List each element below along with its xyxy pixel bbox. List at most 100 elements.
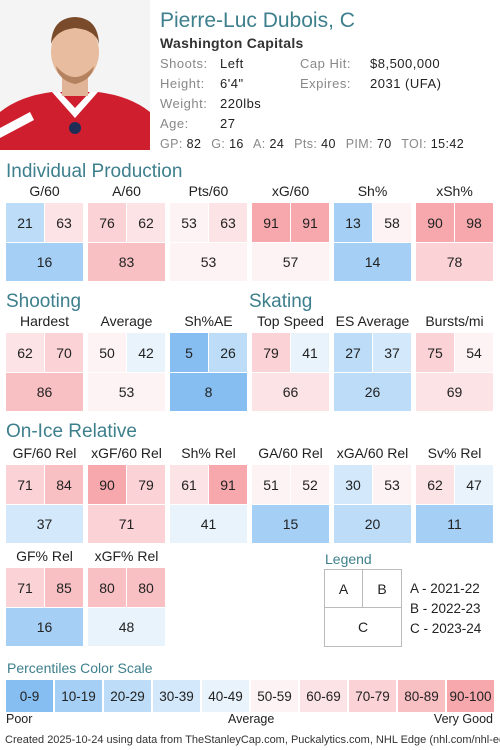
- metric-cell-b: 42: [127, 333, 165, 372]
- metric-sh: Sh% 13 58 14: [334, 183, 411, 281]
- metric-cell-c: 16: [6, 243, 83, 281]
- metric-g-60: G/60 21 63 16: [6, 183, 83, 281]
- metric-cell-a: 71: [6, 465, 44, 504]
- metric-cell-a: 75: [416, 333, 454, 372]
- metric-cell-b: 53: [373, 465, 411, 504]
- metric-xgf-rel: xGF% Rel 80 80 48: [88, 548, 165, 646]
- metric-title: GF/60 Rel: [12, 445, 77, 461]
- metric-sv-rel: Sv% Rel 62 47 11: [416, 445, 493, 543]
- footer-credits: Created 2025-10-24 using data from TheSt…: [5, 734, 500, 746]
- metric-cell-b: 63: [209, 203, 247, 242]
- metric-cell-a: 62: [416, 465, 454, 504]
- scale-label-poor: Poor: [6, 712, 33, 726]
- stat-value: 24: [269, 137, 285, 151]
- scale-bin-0-9: 0-9: [6, 680, 53, 712]
- metric-cell-c: 14: [334, 243, 411, 281]
- metric-title: Bursts/mi: [425, 313, 484, 329]
- metric-cell-a: 30: [334, 465, 372, 504]
- metric-title: Sh%AE: [184, 313, 233, 329]
- color-scale-title: Percentiles Color Scale: [7, 660, 153, 676]
- metric-pts-60: Pts/60 53 63 53: [170, 183, 247, 281]
- metric-cell-c: 48: [88, 608, 165, 646]
- scale-label-very-good: Very Good: [433, 712, 493, 726]
- metric-cell-a: 91: [252, 203, 290, 242]
- metric-hardest: Hardest 62 70 86: [6, 313, 83, 411]
- info-cap-hit: Cap Hit: $8,500,000: [300, 56, 440, 71]
- metric-cell-b: 80: [127, 568, 165, 607]
- metric-cell-b: 62: [127, 203, 165, 242]
- metric-cell-a: 62: [6, 333, 44, 372]
- metric-cell-a: 27: [334, 333, 372, 372]
- metric-cell-b: 47: [455, 465, 493, 504]
- info-label: Cap Hit:: [300, 56, 351, 71]
- metric-cell-a: 71: [6, 568, 44, 607]
- metric-title: Sh%: [357, 183, 388, 199]
- metric-es-average: ES Average 27 37 26: [334, 313, 411, 411]
- metric-cell-b: 85: [45, 568, 83, 607]
- metric-title: ES Average: [335, 313, 410, 329]
- scale-bin-30-39: 30-39: [153, 680, 200, 712]
- metric-title: Average: [100, 313, 153, 329]
- info-label: Expires:: [300, 76, 351, 91]
- metric-cell-b: 26: [209, 333, 247, 372]
- metric-cell-a: 53: [170, 203, 208, 242]
- metric-ga-60-rel: GA/60 Rel 51 52 15: [252, 445, 329, 543]
- info-label: Height:: [160, 76, 205, 91]
- metric-cell-c: 16: [6, 608, 83, 646]
- metric-cell-b: 91: [209, 465, 247, 504]
- metric-cell-a: 90: [88, 465, 126, 504]
- scale-bin-90-100: 90-100: [447, 680, 494, 712]
- metric-a-60: A/60 76 62 83: [88, 183, 165, 281]
- metric-cell-c: 71: [88, 505, 165, 543]
- legend-item-b: B - 2022-23: [410, 601, 481, 616]
- metric-average: Average 50 42 53: [88, 313, 165, 411]
- info-value: 220lbs: [220, 96, 262, 111]
- season-stat-line: GP: 82 G: 16 A: 24 Pts: 40 PIM: 70 TOI: …: [160, 137, 470, 151]
- metric-cell-a: 76: [88, 203, 126, 242]
- metric-cell-c: 41: [170, 505, 247, 543]
- stat-label: G:: [211, 137, 226, 151]
- metric-title: G/60: [29, 183, 60, 199]
- metric-title: xGF% Rel: [94, 548, 159, 564]
- metric-xsh: xSh% 90 98 78: [416, 183, 493, 281]
- metric-cell-b: 58: [373, 203, 411, 242]
- metric-cell-b: 52: [291, 465, 329, 504]
- section-shooting: Shooting: [6, 291, 82, 312]
- player-name: Pierre-Luc Dubois, C: [160, 9, 355, 32]
- metric-title: xGF/60 Rel: [91, 445, 162, 461]
- legend-item-a: A - 2021-22: [410, 581, 480, 596]
- info-expires: Expires: 2031 (UFA): [300, 76, 441, 91]
- metric-cell-c: 57: [252, 243, 329, 281]
- metric-xg-60: xG/60 91 91 57: [252, 183, 329, 281]
- metric-cell-c: 53: [170, 243, 247, 281]
- metric-sh-rel: Sh% Rel 61 91 41: [170, 445, 247, 543]
- metric-cell-c: 26: [334, 373, 411, 411]
- metric-title: xG/60: [271, 183, 310, 199]
- stat-value: 15:42: [430, 137, 465, 151]
- metric-cell-a: 13: [334, 203, 372, 242]
- stat-value: 70: [376, 137, 392, 151]
- legend-cell-b: B: [363, 570, 401, 608]
- info-label: Age:: [160, 116, 189, 131]
- info-label: Weight:: [160, 96, 208, 111]
- metric-cell-c: 53: [88, 373, 165, 411]
- metric-cell-b: 37: [373, 333, 411, 372]
- stat-label: A:: [252, 137, 266, 151]
- info-shoots: Shoots: Left: [160, 56, 243, 71]
- player-headshot-icon: [0, 0, 150, 150]
- info-height: Height: 6'4": [160, 76, 243, 91]
- color-scale: 0-9 10-19 20-29 30-39 40-49 50-59 60-69 70-79 80…: [6, 680, 494, 712]
- info-value: 27: [220, 116, 236, 131]
- metric-gf-60-rel: GF/60 Rel 71 84 37: [6, 445, 83, 543]
- info-value: Left: [220, 56, 244, 71]
- metric-cell-b: 70: [45, 333, 83, 372]
- metric-cell-c: 69: [416, 373, 493, 411]
- info-weight: Weight: 220lbs: [160, 96, 261, 111]
- metric-cell-b: 98: [455, 203, 493, 242]
- metric-cell-b: 63: [45, 203, 83, 242]
- metric-cell-a: 90: [416, 203, 454, 242]
- info-value: 2031 (UFA): [370, 76, 442, 91]
- scale-bin-70-79: 70-79: [349, 680, 396, 712]
- metric-title: A/60: [112, 183, 141, 199]
- metric-cell-b: 41: [291, 333, 329, 372]
